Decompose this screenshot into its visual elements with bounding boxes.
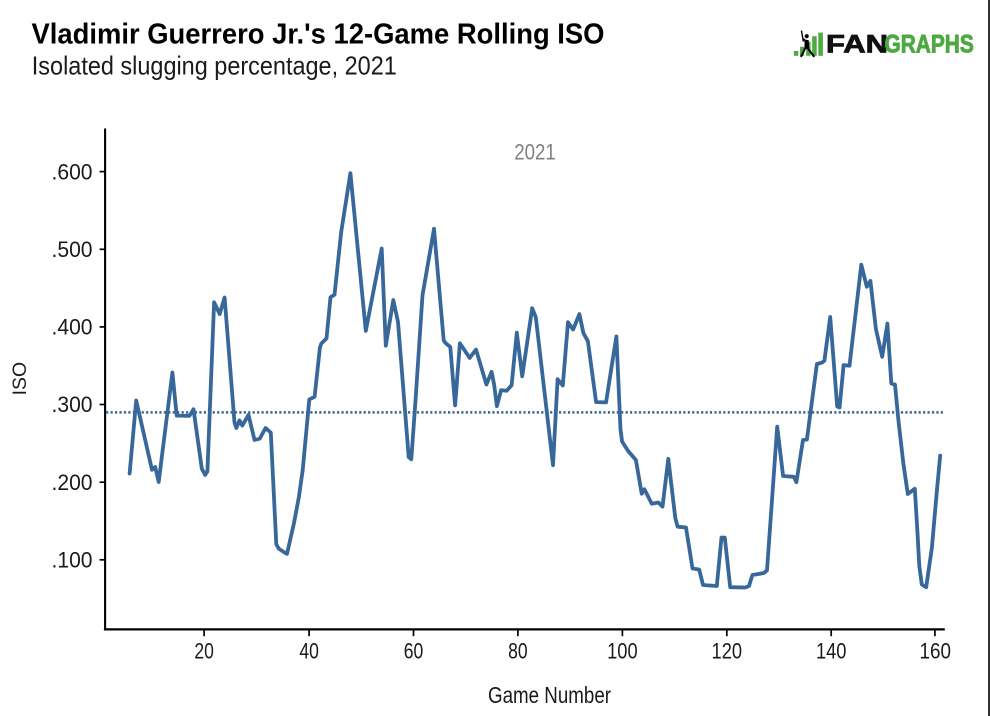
svg-text:Game Number: Game Number: [488, 682, 611, 708]
svg-text:120: 120: [712, 639, 743, 664]
svg-text:.100: .100: [52, 548, 93, 573]
svg-text:2021: 2021: [514, 140, 556, 165]
svg-text:100: 100: [607, 639, 638, 664]
svg-text:20: 20: [194, 639, 214, 664]
svg-text:.200: .200: [52, 470, 93, 495]
svg-text:.600: .600: [52, 159, 93, 184]
svg-text:160: 160: [920, 639, 952, 664]
svg-text:.400: .400: [52, 315, 93, 340]
svg-text:FAN: FAN: [826, 30, 888, 58]
svg-text:Vladimir Guerrero Jr.'s 12-Gam: Vladimir Guerrero Jr.'s 12-Game Rolling …: [32, 19, 605, 51]
svg-text:Isolated slugging percentage,: Isolated slugging percentage, 2021: [32, 50, 397, 80]
svg-text:GRAPHS: GRAPHS: [885, 30, 974, 58]
svg-text:60: 60: [404, 639, 424, 664]
svg-text:140: 140: [816, 639, 847, 664]
svg-text:40: 40: [299, 639, 319, 664]
svg-text:80: 80: [508, 639, 528, 664]
svg-text:.300: .300: [52, 392, 93, 417]
svg-text:.500: .500: [52, 237, 93, 262]
svg-text:ISO: ISO: [10, 362, 31, 396]
